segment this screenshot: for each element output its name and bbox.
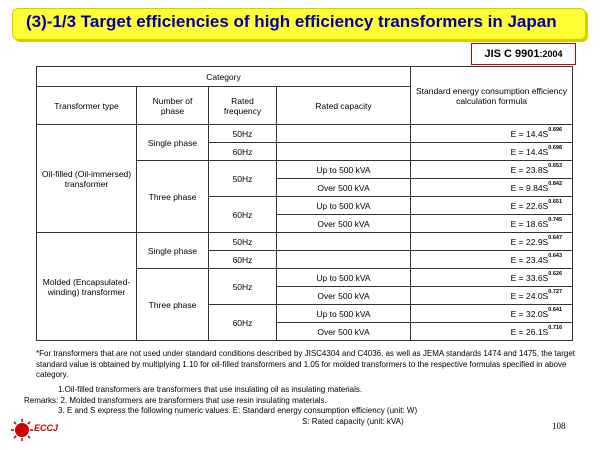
- freq-cell: 50Hz: [208, 124, 277, 143]
- phase-single: Single phase: [136, 124, 209, 161]
- capacity-cell: Up to 500 kVA: [276, 160, 411, 179]
- footnote: *For transformers that are not used unde…: [36, 349, 575, 379]
- formula-cell: E = 33.6S0.626: [410, 268, 573, 287]
- freq-cell: 50Hz: [208, 268, 277, 305]
- page-number: 108: [552, 421, 566, 431]
- formula-cell: E = 14.4S0.696: [410, 124, 573, 143]
- phase-single: Single phase: [136, 232, 209, 269]
- formula-cell: E = 9.84S0.842: [410, 178, 573, 197]
- header-transformer-type: Transformer type: [36, 86, 137, 125]
- title-banner: [12, 8, 586, 40]
- logo-text: ECCJ: [34, 423, 59, 433]
- formula-cell: E = 14.4S0.698: [410, 142, 573, 161]
- freq-cell: 60Hz: [208, 196, 277, 233]
- capacity-cell: Over 500 kVA: [276, 178, 411, 197]
- eccj-logo-icon: [11, 419, 33, 441]
- capacity-cell: Over 500 kVA: [276, 322, 411, 341]
- formula-cell: E = 23.4S0.643: [410, 250, 573, 269]
- header-rated-capacity: Rated capacity: [276, 86, 411, 125]
- capacity-cell: [276, 232, 411, 251]
- freq-cell: 50Hz: [208, 160, 277, 197]
- capacity-cell: [276, 124, 411, 143]
- capacity-cell: Over 500 kVA: [276, 214, 411, 233]
- capacity-cell: [276, 142, 411, 161]
- formula-cell: E = 26.1S0.716: [410, 322, 573, 341]
- type-oil-filled: Oil-filled (Oil-immersed) transformer: [36, 124, 137, 233]
- remark-line-2: Remarks: 2. Molded transformers are tran…: [24, 395, 327, 405]
- freq-cell: 60Hz: [208, 142, 277, 161]
- remark-line-1: 1.Oil-filled transformers are transforme…: [58, 385, 363, 394]
- freq-cell: 60Hz: [208, 250, 277, 269]
- type-molded: Molded (Encapsulated-winding) transforme…: [36, 232, 137, 341]
- phase-three: Three phase: [136, 268, 209, 341]
- page-title: (3)-1/3 Target efficiencies of high effi…: [26, 12, 557, 31]
- capacity-cell: Up to 500 kVA: [276, 304, 411, 323]
- formula-cell: E = 22.6S0.651: [410, 196, 573, 215]
- formula-cell: E = 24.0S0.727: [410, 286, 573, 305]
- standard-code: JIS C 9901: [484, 48, 540, 60]
- freq-cell: 50Hz: [208, 232, 277, 251]
- standard-label-box: JIS C 9901:2004: [471, 43, 576, 65]
- header-rated-frequency: Rated frequency: [208, 86, 277, 125]
- capacity-cell: Up to 500 kVA: [276, 268, 411, 287]
- remark-line-3: 3. E and S express the following numeric…: [58, 406, 418, 415]
- formula-cell: E = 22.9S0.647: [410, 232, 573, 251]
- formula-cell: E = 18.6S0.745: [410, 214, 573, 233]
- freq-cell: 60Hz: [208, 304, 277, 341]
- header-number-of-phase: Number of phase: [136, 86, 209, 125]
- standard-year: :2004: [539, 49, 563, 59]
- remark-line-4: S: Rated capacity (unit: kVA): [302, 416, 404, 426]
- formula-cell: E = 23.8S0.653: [410, 160, 573, 179]
- header-formula: Standard energy consumption efficiency c…: [410, 66, 573, 125]
- remarks: 1.Oil-filled transformers are transforme…: [24, 385, 588, 427]
- capacity-cell: [276, 250, 411, 269]
- header-category: Category: [36, 66, 411, 87]
- capacity-cell: Up to 500 kVA: [276, 196, 411, 215]
- efficiency-table: Category Standard energy consumption eff…: [36, 66, 573, 341]
- capacity-cell: Over 500 kVA: [276, 286, 411, 305]
- phase-three: Three phase: [136, 160, 209, 233]
- formula-cell: E = 32.0S0.641: [410, 304, 573, 323]
